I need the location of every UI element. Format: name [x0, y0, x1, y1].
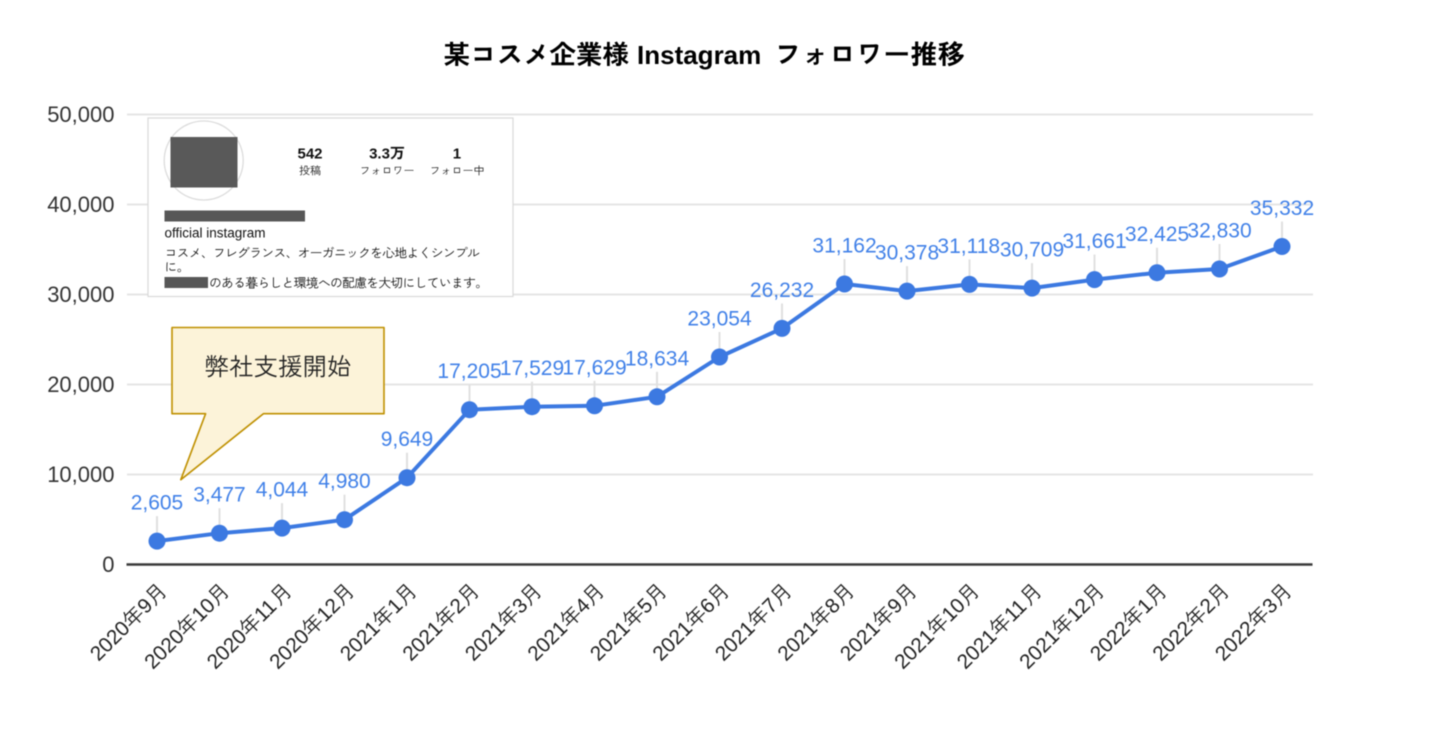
svg-text:4,980: 4,980: [318, 470, 371, 493]
svg-text:30,709: 30,709: [1000, 239, 1064, 262]
svg-text:1: 1: [453, 146, 461, 163]
svg-text:30,378: 30,378: [875, 242, 939, 265]
svg-text:Instagram: Instagram: [637, 40, 761, 70]
svg-text:30,000: 30,000: [47, 282, 114, 307]
svg-text:20,000: 20,000: [47, 372, 114, 397]
svg-text:35,332: 35,332: [1250, 197, 1314, 220]
svg-text:31,661: 31,661: [1062, 230, 1126, 253]
svg-text:32,830: 32,830: [1187, 220, 1251, 243]
svg-text:3.3: 3.3: [369, 146, 390, 163]
svg-text:23,054: 23,054: [687, 308, 752, 331]
svg-text:26,232: 26,232: [750, 279, 814, 302]
svg-text:official instagram: official instagram: [165, 226, 266, 241]
svg-text:31,162: 31,162: [812, 235, 876, 258]
svg-text:40,000: 40,000: [47, 192, 114, 217]
svg-text:32,425: 32,425: [1125, 223, 1189, 246]
svg-text:50,000: 50,000: [47, 102, 114, 127]
svg-text:17,629: 17,629: [562, 356, 626, 379]
svg-text:0: 0: [102, 552, 114, 577]
svg-text:542: 542: [298, 146, 323, 163]
svg-text:9,649: 9,649: [381, 428, 434, 451]
svg-text:17,529: 17,529: [500, 357, 564, 380]
svg-text:10,000: 10,000: [47, 462, 114, 487]
svg-text:3,477: 3,477: [193, 484, 246, 507]
svg-text:2,605: 2,605: [131, 492, 184, 515]
svg-text:4,044: 4,044: [256, 479, 309, 502]
svg-text:17,205: 17,205: [437, 360, 501, 383]
svg-text:18,634: 18,634: [625, 347, 690, 370]
svg-text:31,118: 31,118: [937, 235, 1000, 258]
